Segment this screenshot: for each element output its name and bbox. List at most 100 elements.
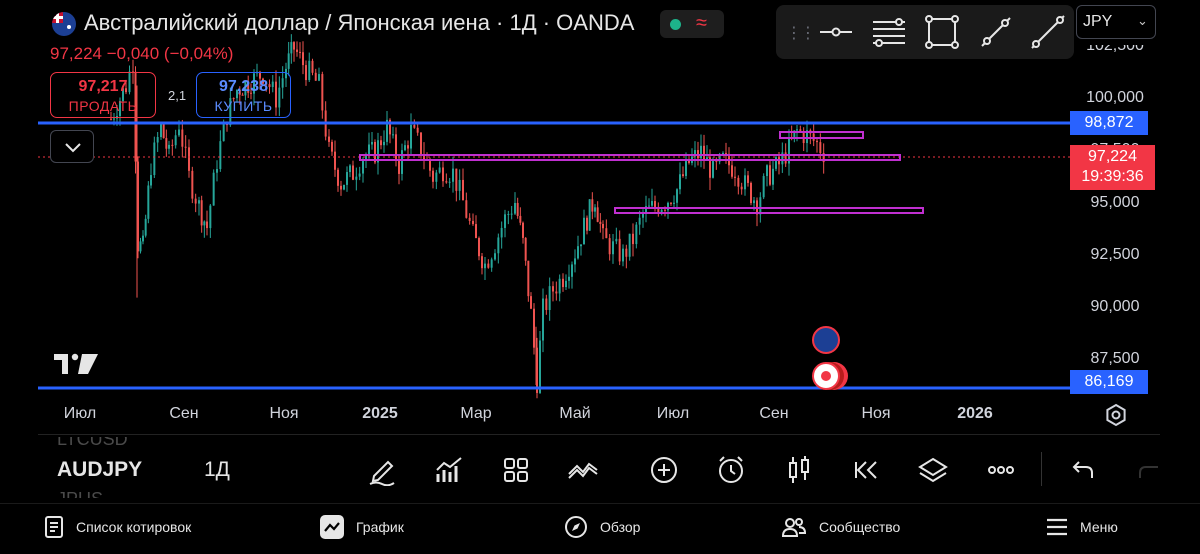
- community-people-icon: [781, 518, 807, 537]
- candle-body: [275, 81, 277, 108]
- event-marker-news[interactable]: [812, 362, 848, 390]
- buy-button[interactable]: 97,238 КУПИТЬ: [196, 72, 291, 118]
- candle-body: [750, 182, 752, 204]
- candle-body: [618, 238, 621, 262]
- candle-body: [250, 92, 252, 94]
- ticker-list-prev[interactable]: LTCUSD: [57, 429, 128, 449]
- interval-button[interactable]: 1Д: [204, 458, 230, 481]
- candle-body: [377, 140, 379, 163]
- candle-body: [682, 174, 684, 176]
- candle-body: [222, 121, 225, 142]
- currency-select-value: JPY: [1083, 13, 1113, 30]
- candle-body: [165, 138, 168, 149]
- price-change-line: 97,224 −0,040 (−0,04%): [50, 44, 234, 63]
- candle-body: [349, 165, 351, 173]
- candle-body: [507, 213, 510, 215]
- candle-body: [328, 136, 330, 142]
- candle-body: [188, 147, 190, 171]
- candle-body: [615, 238, 618, 242]
- ray-icon[interactable]: [1030, 14, 1066, 50]
- resistance-zone-upper[interactable]: [779, 131, 864, 139]
- layouts-grid-icon[interactable]: [500, 454, 532, 486]
- candle-body: [122, 88, 124, 102]
- currency-select[interactable]: JPY ⌄: [1076, 5, 1156, 39]
- symbol-title[interactable]: Австралийский доллар / Японская иена · 1…: [84, 10, 635, 35]
- candle-body: [586, 217, 588, 231]
- parallel-channel-icon[interactable]: [871, 14, 907, 50]
- candle-body: [429, 159, 431, 171]
- candle-body: [398, 159, 400, 174]
- candle-body: [191, 170, 194, 199]
- support-zone[interactable]: [614, 207, 924, 214]
- candle-body: [638, 217, 641, 225]
- hamburger-menu-icon: [1047, 518, 1067, 536]
- chart-settings-icon[interactable]: [1104, 403, 1128, 427]
- horizontal-line-icon[interactable]: [818, 14, 854, 50]
- undo-icon[interactable]: [1066, 454, 1098, 486]
- candle-body: [706, 157, 708, 160]
- candle-body: [536, 347, 538, 393]
- candle-body: [232, 98, 235, 100]
- candle-body: [156, 137, 159, 143]
- candle-body: [819, 142, 822, 154]
- price-chart[interactable]: [0, 0, 1200, 400]
- rectangle-icon[interactable]: [924, 14, 960, 50]
- alarm-clock-icon[interactable]: [715, 454, 747, 486]
- drag-handle-icon[interactable]: ⋮⋮: [786, 25, 816, 42]
- market-status-badge[interactable]: ≈: [660, 10, 724, 38]
- candle-body: [740, 186, 743, 190]
- candle-body: [153, 142, 156, 176]
- resistance-zone-mid[interactable]: [359, 154, 901, 161]
- more-horizontal-icon[interactable]: [985, 454, 1017, 486]
- replay-rewind-icon[interactable]: [850, 454, 882, 486]
- candle-body: [278, 87, 281, 108]
- nav-watchlist[interactable]: Список котировок: [44, 513, 191, 541]
- pencil-draw-icon[interactable]: [366, 454, 398, 486]
- layers-icon[interactable]: [917, 454, 949, 486]
- add-plus-icon[interactable]: [648, 454, 680, 486]
- candle-body: [337, 169, 339, 186]
- candle-body: [781, 152, 784, 165]
- candle-body: [184, 146, 187, 148]
- candle-body: [229, 98, 232, 126]
- candle-body: [558, 278, 561, 294]
- candle-body: [371, 141, 373, 145]
- candle-body: [670, 202, 672, 204]
- nav-chart[interactable]: График: [320, 513, 404, 541]
- candle-body: [352, 165, 354, 180]
- candle-body: [514, 202, 516, 214]
- nav-menu[interactable]: Меню: [1046, 513, 1118, 541]
- price-tick: 100,000: [1086, 89, 1144, 106]
- candle-body: [494, 253, 496, 260]
- event-marker-flag[interactable]: [812, 326, 840, 354]
- price-tick: 87,500: [1090, 350, 1140, 367]
- candle-body: [651, 201, 653, 206]
- sell-button[interactable]: 97,217 ПРОДАТЬ: [50, 72, 156, 118]
- nav-community[interactable]: Сообщество: [781, 513, 900, 541]
- indicators-icon[interactable]: [433, 454, 465, 486]
- collapse-trade-panel-button[interactable]: [50, 130, 94, 163]
- candle-body: [562, 278, 564, 288]
- candle-body: [635, 224, 638, 245]
- compare-icon[interactable]: [567, 454, 599, 486]
- ticker-symbol[interactable]: AUDJPY: [57, 458, 143, 481]
- candle-body: [685, 159, 687, 176]
- candle-body: [413, 124, 416, 128]
- candle-body: [679, 174, 681, 190]
- candle-body: [241, 94, 244, 96]
- candle-body: [769, 165, 771, 185]
- candle-body: [784, 152, 787, 164]
- candle-body: [380, 140, 382, 146]
- drawing-toolbar: ⋮⋮: [776, 5, 1074, 59]
- candle-body: [552, 286, 554, 292]
- ticker-list-next[interactable]: JPUS: [57, 489, 104, 509]
- redo-icon[interactable]: [1134, 454, 1166, 486]
- nav-overview[interactable]: Обзор: [564, 513, 640, 541]
- candle-body: [392, 134, 394, 136]
- candlestick-chart-type-icon[interactable]: [783, 454, 815, 486]
- trend-line-icon[interactable]: [978, 14, 1014, 50]
- candle-body: [612, 241, 614, 255]
- candle-body: [137, 161, 139, 252]
- candle-body: [268, 84, 271, 88]
- spread-value: 2,1: [168, 88, 187, 103]
